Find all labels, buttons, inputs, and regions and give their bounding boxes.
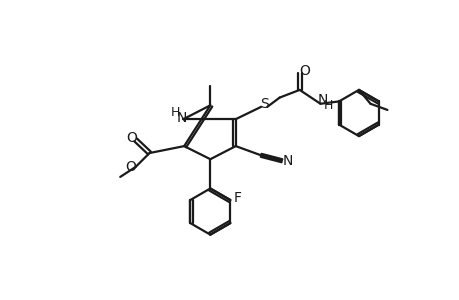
Text: O: O bbox=[298, 64, 309, 78]
Text: O: O bbox=[125, 160, 136, 174]
Text: N: N bbox=[176, 111, 187, 124]
Text: N: N bbox=[317, 93, 327, 107]
Text: N: N bbox=[281, 154, 292, 168]
Text: H: H bbox=[323, 99, 332, 112]
Text: F: F bbox=[234, 191, 241, 206]
Text: O: O bbox=[126, 131, 137, 146]
Text: H: H bbox=[171, 106, 180, 119]
Text: S: S bbox=[259, 97, 268, 111]
